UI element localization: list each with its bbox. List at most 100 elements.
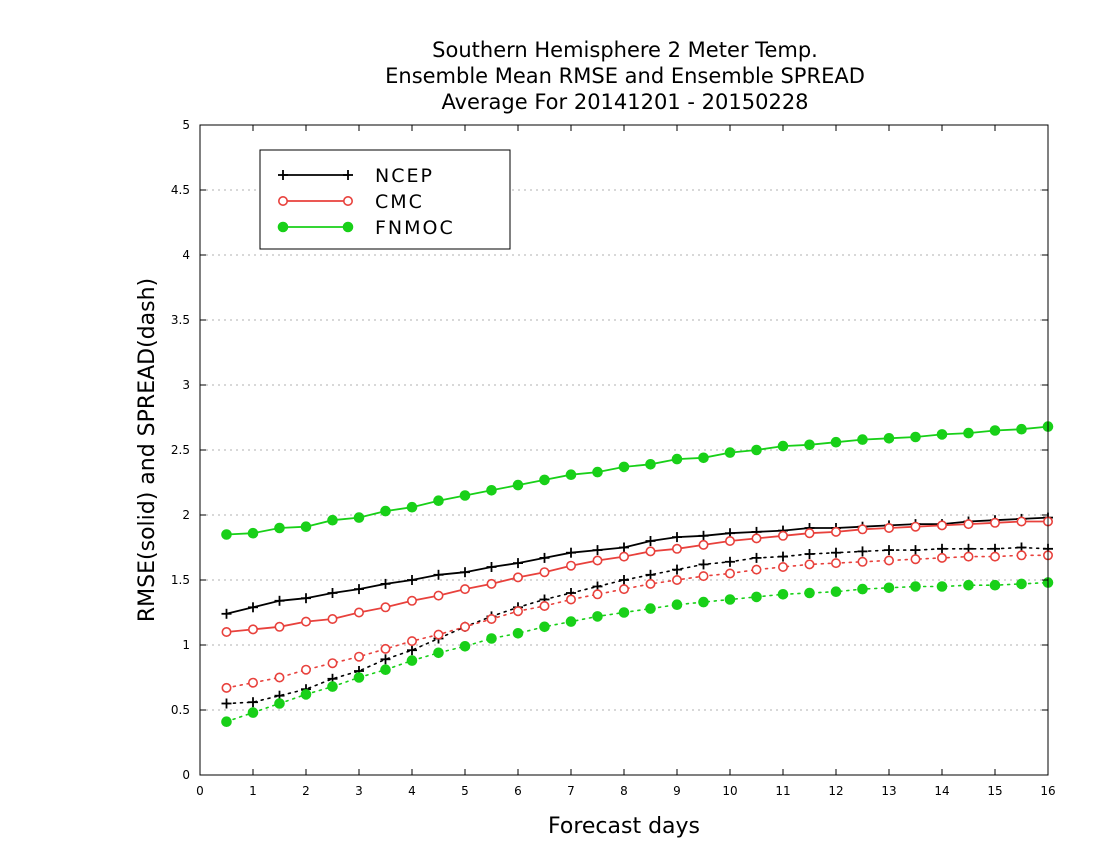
rmse-point-fnmoc <box>353 512 365 523</box>
spread-point-cmc <box>353 651 364 662</box>
rmse-point-fnmoc <box>883 433 895 444</box>
rmse-point-ncep <box>248 602 258 613</box>
rmse-point-ncep <box>566 547 576 558</box>
spread-point-fnmoc <box>300 689 312 700</box>
spread-point-ncep <box>248 697 258 708</box>
rmse-point-ncep <box>460 567 470 578</box>
rmse-point-ncep <box>619 542 629 553</box>
rmse-point-fnmoc <box>274 522 285 534</box>
spread-point-ncep <box>619 575 629 585</box>
spread-line-ncep <box>225 546 1049 705</box>
rmse-point-cmc <box>698 539 709 550</box>
x-tick-label: 1 <box>249 784 257 798</box>
rmse-point-fnmoc <box>486 485 497 496</box>
spread-point-cmc <box>248 677 259 688</box>
y-tick-label: 4.5 <box>171 183 190 197</box>
rmse-point-fnmoc <box>327 514 338 526</box>
rmse-point-cmc <box>883 522 894 533</box>
rmse-point-cmc <box>936 520 947 531</box>
rmse-point-fnmoc <box>221 529 232 540</box>
rmse-point-ncep <box>672 532 682 543</box>
spread-point-fnmoc <box>910 581 921 592</box>
legend-marker <box>278 170 288 180</box>
axes: 00.511.522.533.544.550 1 2 3 4 5 6 7 8 9 10 11 12 13 1… <box>171 118 1056 798</box>
x-tick-label: 11 <box>775 784 790 798</box>
rmse-point-fnmoc <box>963 427 974 439</box>
rmse-point-cmc <box>671 543 682 554</box>
spread-point-cmc <box>459 621 470 632</box>
spread-point-fnmoc <box>592 611 603 622</box>
spread-point-ncep <box>380 654 391 665</box>
spread-point-fnmoc <box>883 582 895 594</box>
x-tick-label: 14 <box>934 784 949 798</box>
y-tick-label: 0 <box>182 768 190 782</box>
spread-point-cmc <box>857 556 868 567</box>
spread-point-fnmoc <box>539 621 550 633</box>
title-line-2: Ensemble Mean RMSE and Ensemble SPREAD <box>385 64 865 88</box>
spread-point-fnmoc <box>989 579 1001 591</box>
title-line-1: Southern Hemisphere 2 Meter Temp. <box>432 38 818 62</box>
rmse-point-cmc <box>1016 516 1027 527</box>
rmse-point-fnmoc <box>618 461 630 473</box>
legend-marker <box>342 196 353 207</box>
spread-point-cmc <box>804 559 815 570</box>
rmse-point-cmc <box>804 528 815 539</box>
spread-point-ncep <box>672 564 682 575</box>
legend-label-cmc: CMC <box>375 191 424 213</box>
spread-point-cmc <box>963 551 974 562</box>
spread-point-cmc <box>698 571 709 582</box>
legend-marker <box>277 196 288 207</box>
rmse-point-ncep <box>539 552 550 563</box>
spread-point-cmc <box>830 558 841 569</box>
y-tick-label: 3.5 <box>171 313 190 327</box>
rmse-point-cmc <box>353 607 364 618</box>
rmse-point-ncep <box>592 545 603 556</box>
rmse-line-ncep <box>226 516 1049 615</box>
rmse-point-cmc <box>777 530 788 541</box>
spread-point-fnmoc <box>963 579 974 591</box>
spread-point-ncep <box>725 556 735 567</box>
spread-point-ncep <box>884 545 894 556</box>
spread-point-ncep <box>645 569 656 580</box>
spread-point-cmc <box>777 561 788 572</box>
spread-point-ncep <box>937 543 947 554</box>
y-tick-label: 5 <box>182 118 190 132</box>
rmse-point-fnmoc <box>406 501 418 513</box>
spread-point-fnmoc <box>830 586 842 598</box>
rmse-point-cmc <box>910 521 921 532</box>
x-tick-label: 7 <box>567 784 575 798</box>
x-tick-label: 2 <box>302 784 310 798</box>
rmse-point-cmc <box>751 533 762 544</box>
spread-point-fnmoc <box>433 647 444 659</box>
spread-point-cmc <box>539 600 550 611</box>
spread-point-fnmoc <box>936 581 948 592</box>
rmse-point-fnmoc <box>1016 423 1027 435</box>
x-tick-label: 15 <box>987 784 1002 798</box>
rmse-point-cmc <box>327 613 338 624</box>
spread-point-cmc <box>671 574 682 585</box>
rmse-point-cmc <box>512 572 523 583</box>
rmse-point-ncep <box>221 608 232 619</box>
rmse-point-fnmoc <box>724 447 736 458</box>
spread-point-fnmoc <box>512 628 524 639</box>
rmse-point-cmc <box>963 519 974 530</box>
rmse-point-cmc <box>645 546 656 557</box>
rmse-point-ncep <box>327 588 338 598</box>
rmse-point-ncep <box>274 595 285 606</box>
rmse-point-cmc <box>724 535 735 546</box>
rmse-point-fnmoc <box>459 490 471 501</box>
rmse-point-fnmoc <box>910 431 921 443</box>
rmse-point-fnmoc <box>433 495 444 507</box>
rmse-point-fnmoc <box>247 527 259 539</box>
rmse-point-fnmoc <box>936 429 948 440</box>
spread-point-cmc <box>936 552 947 563</box>
rmse-point-fnmoc <box>645 459 656 470</box>
rmse-point-cmc <box>433 590 444 601</box>
legend-marker <box>343 170 353 180</box>
rmse-point-fnmoc <box>989 425 1001 436</box>
spread-point-cmc <box>512 606 523 617</box>
rmse-point-fnmoc <box>830 436 842 448</box>
spread-point-fnmoc <box>459 641 471 652</box>
spread-point-cmc <box>910 554 921 565</box>
